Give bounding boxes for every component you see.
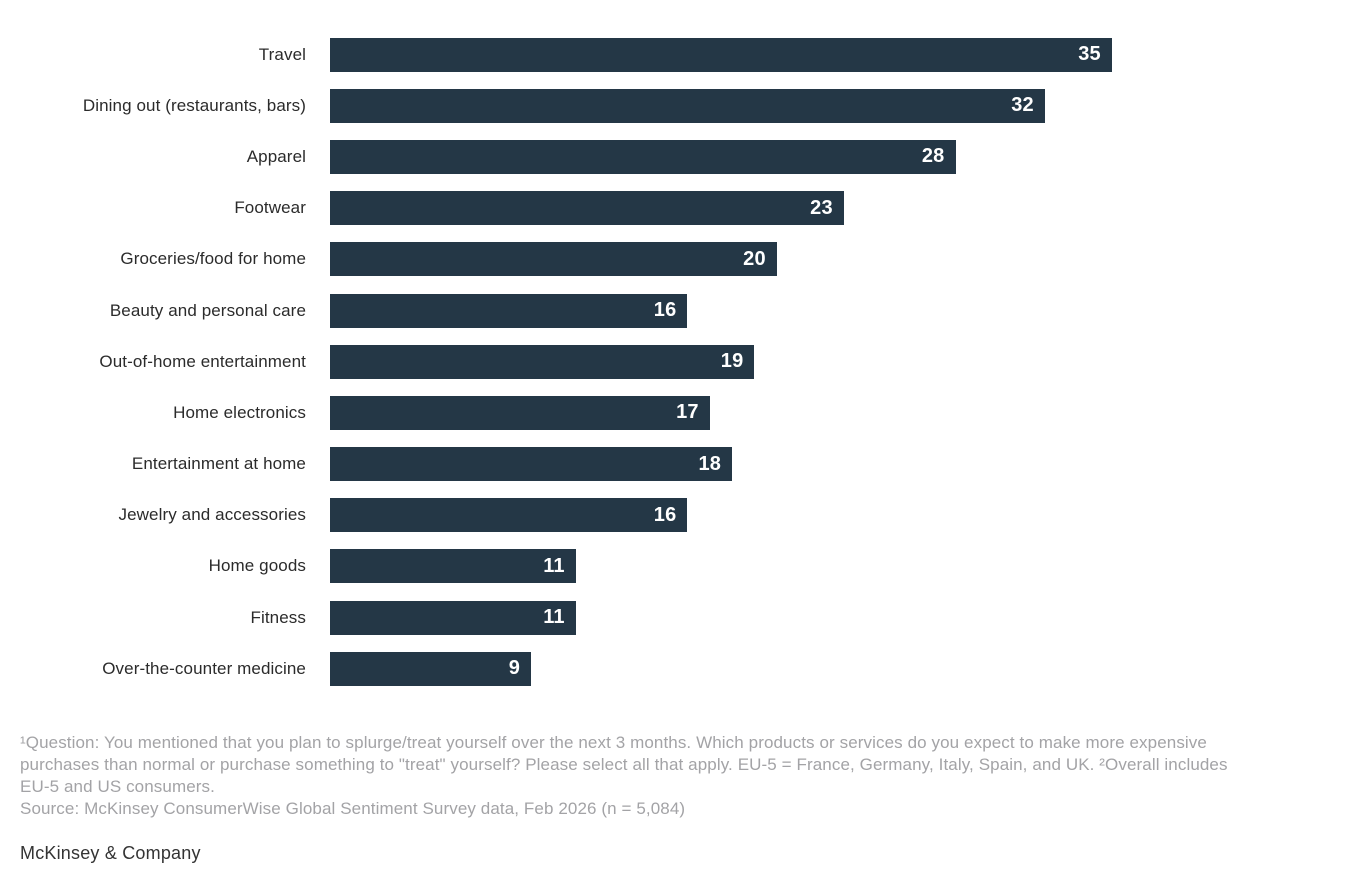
bar: 16 (330, 293, 688, 328)
chart-row: Travel 35 (0, 29, 1362, 80)
chart-row: Fitness 11 (0, 592, 1362, 643)
value-label: 16 (653, 503, 677, 526)
bar: 32 (330, 88, 1045, 123)
value-label: 9 (508, 657, 521, 680)
category-label: Entertainment at home (131, 454, 306, 474)
value-label: 20 (743, 247, 766, 270)
value-label: 19 (720, 350, 744, 373)
footnote-line-3: EU-5 and US consumers. (20, 777, 215, 797)
category-label: Dining out (restaurants, bars) (82, 95, 306, 115)
value-label: 35 (1078, 43, 1101, 66)
footnotes: ¹Question: You mentioned that you plan t… (20, 732, 1362, 820)
chart-row: Beauty and personal care 16 (0, 285, 1362, 336)
footnote-line-2: purchases than normal or purchase someth… (20, 755, 1228, 775)
category-label: Home electronics (173, 402, 306, 422)
bar: 23 (330, 191, 844, 226)
chart-row: Home electronics 17 (0, 387, 1362, 438)
category-label: Travel (258, 44, 306, 64)
chart-row: Groceries/food for home 20 (0, 234, 1362, 285)
category-label: Footwear (234, 198, 306, 218)
category-label: Fitness (250, 607, 306, 627)
value-label: 32 (1011, 94, 1034, 117)
category-label: Out-of-home entertainment (99, 351, 306, 371)
chart-row: Apparel 28 (0, 131, 1362, 182)
chart-row: Home goods 11 (0, 541, 1362, 592)
value-label: 16 (653, 299, 677, 322)
value-label: 18 (698, 452, 722, 475)
category-label: Groceries/food for home (120, 249, 306, 269)
category-label: Apparel (246, 146, 306, 166)
bar: 19 (330, 344, 755, 379)
bar: 18 (330, 447, 733, 482)
bar: 16 (330, 498, 688, 533)
bar: 9 (330, 651, 532, 686)
chart-row: Out-of-home entertainment 19 (0, 336, 1362, 387)
value-label: 17 (676, 401, 699, 424)
category-label: Home goods (208, 556, 306, 576)
bar: 20 (330, 242, 777, 277)
category-label: Beauty and personal care (109, 300, 306, 320)
category-label: Over-the-counter medicine (102, 658, 306, 678)
bar: 35 (330, 37, 1112, 72)
value-label: 11 (543, 554, 565, 577)
chart-row: Footwear 23 (0, 183, 1362, 234)
source-line: Source: McKinsey ConsumerWise Global Sen… (20, 799, 686, 819)
chart-row: Dining out (restaurants, bars) 32 (0, 80, 1362, 131)
value-label: 23 (810, 196, 833, 219)
chart-row: Jewelry and accessories 16 (0, 490, 1362, 541)
bar-chart: Travel 35 Dining out (restaurants, bars) 32… (0, 29, 1362, 694)
bar: 11 (330, 600, 576, 635)
bar: 28 (330, 139, 956, 174)
value-label: 28 (921, 145, 945, 168)
category-label: Jewelry and accessories (118, 505, 306, 525)
chart-row: Over-the-counter medicine 9 (0, 643, 1362, 694)
bar: 11 (330, 549, 576, 584)
chart-row: Entertainment at home 18 (0, 439, 1362, 490)
value-label: 11 (543, 606, 565, 629)
mckinsey-company-wordmark: McKinsey & Company (20, 843, 201, 864)
footnote-line-1: ¹Question: You mentioned that you plan t… (20, 733, 1207, 753)
bar: 17 (330, 395, 710, 430)
chart-page: Travel 35 Dining out (restaurants, bars) 32… (0, 29, 1362, 874)
